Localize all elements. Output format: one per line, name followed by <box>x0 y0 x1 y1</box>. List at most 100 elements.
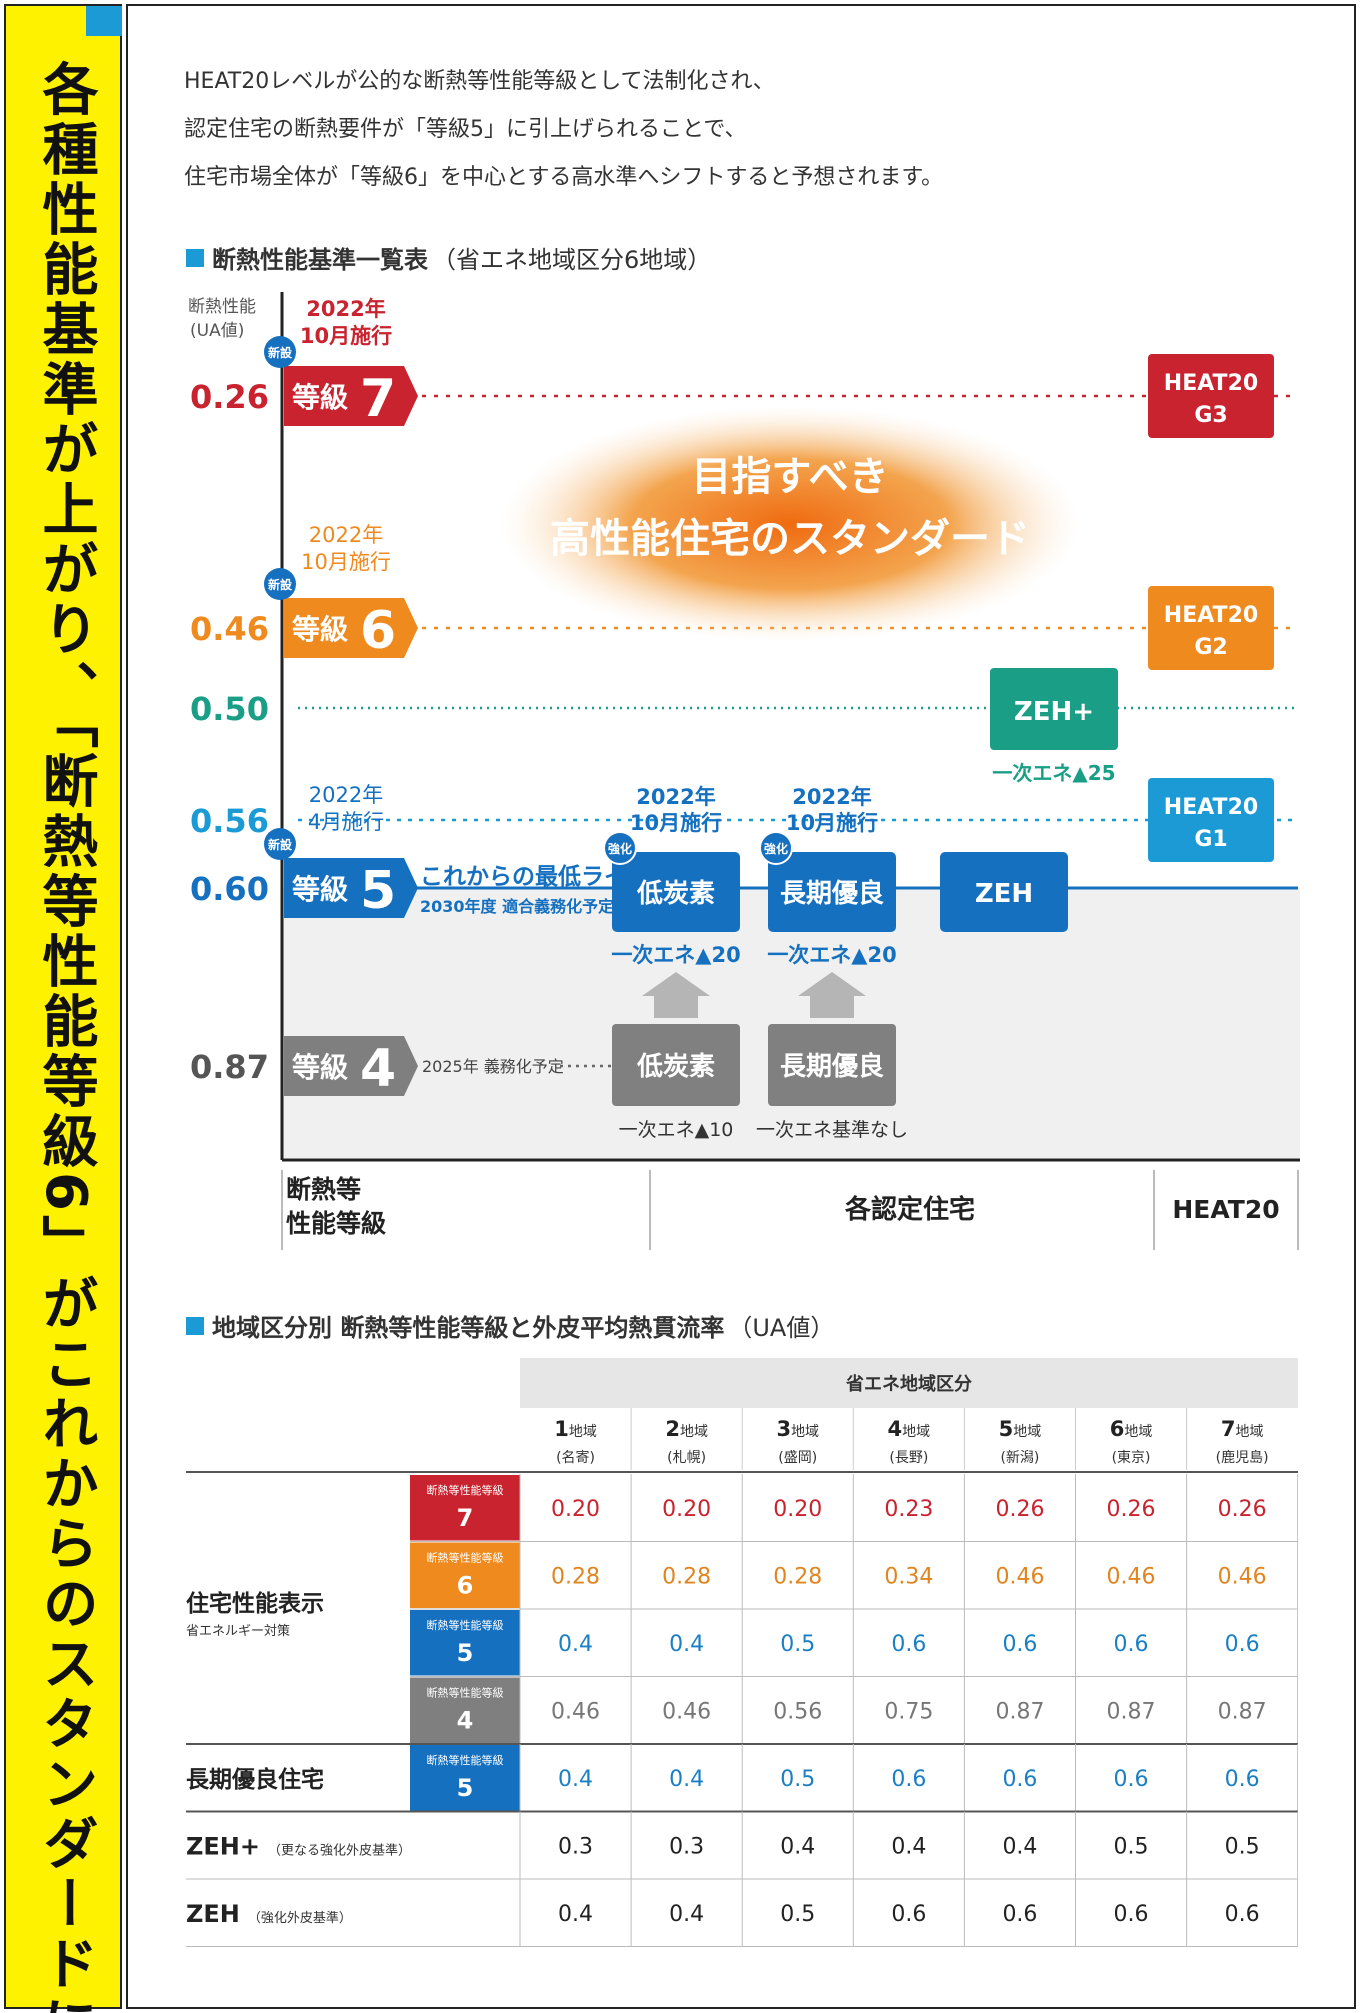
heat20-grade: G3 <box>1194 403 1227 428</box>
house-box <box>940 852 1068 932</box>
grade-badge-caption: 断熱等性能等級 <box>427 1753 504 1767</box>
grade5-subcaption: 2030年度 適合義務化予定 <box>420 897 614 916</box>
ua-value: 0.4 <box>780 1834 815 1859</box>
row-label-sub: （更なる強化外皮基準） <box>268 1842 411 1858</box>
grade-number: 6 <box>360 601 396 661</box>
region-header: 2地域 <box>665 1417 708 1441</box>
grade-note: 10月施行 <box>300 324 392 348</box>
grade-arrow <box>284 598 418 658</box>
grade-badge-caption: 断熱等性能等級 <box>427 1686 504 1700</box>
region-suffix: 地域 <box>1124 1424 1152 1440</box>
ua-value: 0.4 <box>669 1902 704 1927</box>
y-axis-label: (UA値) <box>190 321 244 341</box>
grade-badge-caption: 断熱等性能等級 <box>427 1551 504 1565</box>
ua-value: 0.6 <box>1225 1632 1260 1657</box>
level-value: 0.60 <box>190 870 269 908</box>
ua-value: 0.28 <box>662 1564 711 1589</box>
ua-value: 0.6 <box>1114 1632 1149 1657</box>
ua-value: 0.87 <box>1218 1699 1267 1724</box>
chart-section-title: 断熱性能基準一覧表 （省エネ地域区分6地域） <box>186 240 711 275</box>
heat20-box <box>1148 778 1274 862</box>
heat20-line: HEAT20 <box>1164 371 1258 396</box>
ua-value: 0.20 <box>773 1497 822 1522</box>
region-header: 1地域 <box>554 1417 597 1441</box>
region-city: (名寄) <box>556 1449 595 1466</box>
ua-value: 0.46 <box>1107 1564 1156 1589</box>
region-city: (東京) <box>1112 1450 1151 1466</box>
ua-table: 省エネ地域区分1地域(名寄)2地域(札幌)3地域(盛岡)4地域(長野)5地域(新… <box>186 1358 1298 1947</box>
grade-note: 4月施行 <box>308 810 384 834</box>
level-value: 0.56 <box>190 802 269 840</box>
grade-note: 2022年 <box>309 783 383 807</box>
grade-badge-number: 6 <box>457 1572 474 1600</box>
ua-value: 0.6 <box>1225 1767 1260 1792</box>
ua-value: 0.5 <box>780 1632 815 1657</box>
ua-value: 0.56 <box>773 1699 822 1724</box>
house-box <box>768 852 896 932</box>
new-badge <box>264 828 296 860</box>
row-label: ZEH+ （更なる強化外皮基準） <box>186 1832 411 1860</box>
ua-value: 0.5 <box>780 1902 815 1927</box>
house-note: 10月施行 <box>786 811 878 835</box>
region-suffix: 地域 <box>569 1424 597 1440</box>
ua-value: 0.6 <box>1114 1902 1149 1927</box>
ua-value: 0.6 <box>891 1767 926 1792</box>
grade-note: 10月施行 <box>301 550 391 574</box>
ua-value: 0.46 <box>551 1699 600 1724</box>
level-value: 0.87 <box>190 1048 269 1086</box>
ua-value: 0.5 <box>1114 1834 1149 1859</box>
ua-value: 0.6 <box>891 1632 926 1657</box>
grade-number: 4 <box>360 1039 396 1099</box>
region-header: 6地域 <box>1110 1417 1153 1441</box>
ua-value: 0.20 <box>662 1497 711 1522</box>
zeh-plus-label: ZEH+ <box>1014 697 1094 727</box>
region-city: (鹿児島) <box>1216 1449 1269 1466</box>
new-badge-text: 新設 <box>268 577 293 592</box>
ua-value: 0.4 <box>558 1767 593 1792</box>
old-house-box <box>612 1024 740 1106</box>
row-label-main: ZEH <box>186 1900 240 1928</box>
region-header: 3地域 <box>776 1417 819 1441</box>
baseline-region <box>282 888 1300 1158</box>
old-house-label: 長期優良 <box>780 1051 884 1082</box>
grade-badge-caption: 断熱等性能等級 <box>427 1618 504 1632</box>
new-badge <box>264 568 296 600</box>
ua-value: 0.28 <box>773 1564 822 1589</box>
new-badge-text: 新設 <box>268 837 293 852</box>
old-house-caption: 一次エネ基準なし <box>756 1119 908 1141</box>
region-suffix: 地域 <box>791 1424 819 1440</box>
ua-value: 0.75 <box>884 1699 933 1724</box>
region-city: (新潟) <box>1000 1450 1039 1466</box>
region-number: 4 <box>888 1417 903 1441</box>
grade-label: 等級 <box>292 381 348 414</box>
content-frame <box>126 4 1356 2009</box>
intro-text: HEAT20レベルが公的な断熱等性能等級として法制化され、 認定住宅の断熱要件が… <box>184 58 943 202</box>
grade-note: 2022年 <box>306 297 385 321</box>
ua-value: 0.23 <box>884 1497 933 1522</box>
region-number: 1 <box>554 1417 569 1441</box>
old-house-label: 低炭素 <box>636 1052 715 1082</box>
heat20-grade: G1 <box>1194 827 1227 852</box>
strengthen-badge-text: 強化 <box>608 841 632 856</box>
region-suffix: 地域 <box>680 1424 708 1440</box>
ua-value: 0.4 <box>891 1834 926 1859</box>
heat20-box <box>1148 354 1274 438</box>
housing-sublabel: 省エネルギー対策 <box>186 1623 290 1639</box>
house-caption: 一次エネ▲20 <box>611 943 740 967</box>
highlight-glow <box>500 406 1080 642</box>
heat20-line: HEAT20 <box>1164 795 1258 820</box>
highlight-text: 目指すべき <box>691 454 888 500</box>
region-suffix: 地域 <box>1013 1424 1041 1440</box>
new-badge-text: 新設 <box>268 345 293 360</box>
upgrade-arrow <box>798 972 866 1018</box>
grade-number: 5 <box>360 861 396 921</box>
ua-value: 0.28 <box>551 1564 600 1589</box>
ua-value: 0.4 <box>669 1767 704 1792</box>
ua-value: 0.6 <box>1002 1767 1037 1792</box>
region-header: 4地域 <box>888 1417 931 1441</box>
ua-value: 0.5 <box>1225 1834 1260 1859</box>
grade-badge <box>410 1610 520 1676</box>
old-house-box <box>768 1024 896 1106</box>
ua-value: 0.46 <box>1218 1564 1267 1589</box>
region-suffix: 地域 <box>902 1424 930 1440</box>
